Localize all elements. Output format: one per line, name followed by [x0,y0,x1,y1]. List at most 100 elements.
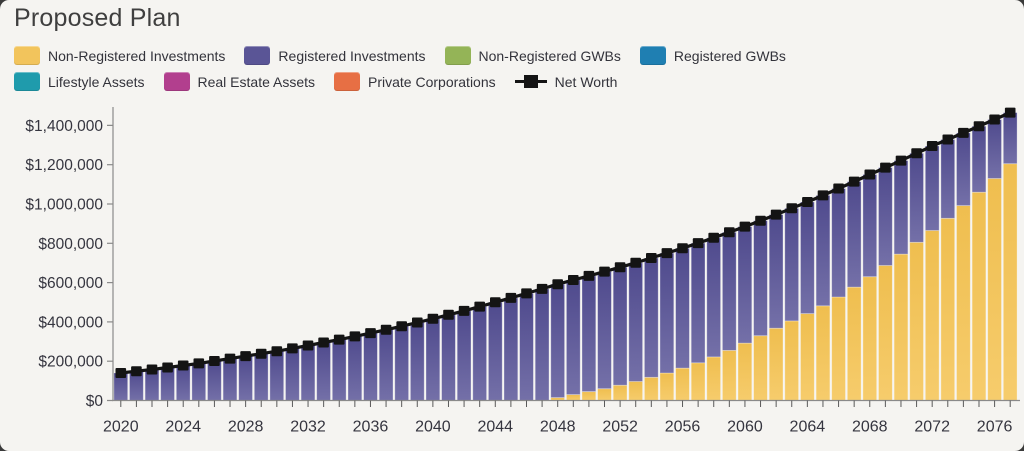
bar-segment-non-registered-investments-2069[interactable] [878,265,893,401]
net-worth-marker-2061[interactable] [755,215,766,226]
bar-segment-non-registered-investments-2063[interactable] [784,320,799,401]
bar-segment-non-registered-investments-2059[interactable] [722,349,737,401]
bar-segment-registered-investments-2064[interactable] [800,201,815,314]
bar-segment-registered-investments-2027[interactable] [222,358,238,401]
net-worth-marker-2049[interactable] [568,275,579,285]
bar-segment-non-registered-investments-2074[interactable] [956,205,971,401]
bar-segment-registered-investments-2072[interactable] [924,145,940,231]
net-worth-marker-2040[interactable] [427,313,439,324]
net-worth-marker-2059[interactable] [724,227,735,238]
bar-segment-registered-investments-2040[interactable] [425,318,441,401]
net-worth-marker-2070[interactable] [895,155,907,166]
net-worth-marker-2027[interactable] [224,353,236,364]
bar-segment-registered-investments-2063[interactable] [784,207,799,322]
bar-segment-registered-investments-2074[interactable] [956,132,971,206]
net-worth-marker-2065[interactable] [817,190,829,201]
bar-segment-registered-investments-2059[interactable] [722,231,737,351]
bar-segment-registered-investments-2075[interactable] [971,125,987,193]
net-worth-marker-2052[interactable] [614,262,626,273]
bar-segment-non-registered-investments-2061[interactable] [753,335,768,401]
bar-segment-registered-investments-2067[interactable] [846,181,862,288]
net-worth-marker-2038[interactable] [396,321,407,332]
bar-segment-registered-investments-2032[interactable] [300,345,316,401]
bar-segment-registered-investments-2044[interactable] [487,301,503,401]
net-worth-marker-2042[interactable] [458,305,470,316]
net-worth-marker-2047[interactable] [536,283,548,294]
bar-segment-registered-investments-2069[interactable] [878,167,893,266]
bar-segment-registered-investments-2029[interactable] [253,353,269,401]
net-worth-marker-2021[interactable] [131,366,142,377]
bar-segment-non-registered-investments-2076[interactable] [987,178,1002,401]
bar-segment-non-registered-investments-2066[interactable] [831,296,846,401]
bar-segment-registered-investments-2043[interactable] [472,306,487,401]
net-worth-marker-2041[interactable] [443,309,454,320]
net-worth-marker-2074[interactable] [958,127,969,138]
legend-item-lifestyle-assets[interactable]: Lifestyle Assets [14,72,145,91]
bar-segment-non-registered-investments-2055[interactable] [659,372,675,401]
bar-segment-registered-investments-2057[interactable] [690,242,706,364]
bar-segment-non-registered-investments-2056[interactable] [675,367,690,401]
bar-segment-registered-investments-2077[interactable] [1002,112,1018,165]
bar-segment-non-registered-investments-2051[interactable] [597,388,612,401]
net-worth-marker-2022[interactable] [146,364,158,375]
net-worth-marker-2071[interactable] [911,148,922,159]
net-worth-marker-2058[interactable] [708,232,719,243]
bar-segment-registered-investments-2025[interactable] [191,362,207,401]
net-worth-marker-2020[interactable] [115,368,127,378]
bar-segment-non-registered-investments-2050[interactable] [581,391,597,401]
bar-segment-registered-investments-2071[interactable] [909,152,924,243]
net-worth-marker-2036[interactable] [365,328,376,339]
bar-segment-registered-investments-2070[interactable] [893,160,909,255]
bar-segment-non-registered-investments-2071[interactable] [909,241,924,401]
bar-segment-registered-investments-2033[interactable] [316,342,331,401]
bar-segment-registered-investments-2038[interactable] [394,325,409,401]
net-worth-marker-2072[interactable] [926,141,938,151]
bar-segment-registered-investments-2065[interactable] [815,194,831,307]
net-worth-marker-2039[interactable] [412,317,423,328]
net-worth-marker-2064[interactable] [802,197,813,207]
bar-segment-registered-investments-2066[interactable] [831,188,846,298]
bar-segment-non-registered-investments-2054[interactable] [644,376,659,401]
bar-segment-registered-investments-2028[interactable] [238,355,253,401]
bar-segment-registered-investments-2042[interactable] [456,310,472,401]
net-worth-marker-2057[interactable] [692,238,704,249]
net-worth-marker-2031[interactable] [287,343,298,354]
net-worth-marker-2043[interactable] [474,301,485,312]
bar-segment-registered-investments-2076[interactable] [987,119,1002,179]
bar-segment-non-registered-investments-2053[interactable] [628,380,643,401]
bar-segment-registered-investments-2073[interactable] [940,139,956,219]
bar-segment-registered-investments-2048[interactable] [550,283,565,399]
net-worth-marker-2024[interactable] [177,360,189,371]
bar-segment-non-registered-investments-2057[interactable] [690,362,706,401]
bar-segment-registered-investments-2047[interactable] [534,288,550,401]
net-worth-marker-2032[interactable] [302,340,314,351]
net-worth-marker-2073[interactable] [942,134,954,145]
bar-segment-non-registered-investments-2068[interactable] [862,276,878,401]
bar-segment-registered-investments-2034[interactable] [331,339,347,401]
bar-segment-registered-investments-2046[interactable] [519,292,534,401]
bar-segment-non-registered-investments-2062[interactable] [768,327,784,401]
net-worth-marker-2068[interactable] [864,169,876,180]
net-worth-marker-2035[interactable] [349,331,361,342]
net-worth-marker-2023[interactable] [162,362,173,373]
bar-segment-registered-investments-2056[interactable] [675,247,690,369]
net-worth-marker-2048[interactable] [552,279,563,290]
bar-segment-non-registered-investments-2075[interactable] [971,191,987,401]
bar-segment-registered-investments-2052[interactable] [612,266,628,386]
bar-segment-registered-investments-2041[interactable] [441,314,456,401]
net-worth-marker-2026[interactable] [209,356,220,366]
net-worth-marker-2063[interactable] [786,203,798,214]
net-worth-marker-2028[interactable] [240,351,251,362]
bar-segment-registered-investments-2036[interactable] [363,332,378,401]
legend-item-private-corporations[interactable]: Private Corporations [334,72,496,91]
bar-segment-non-registered-investments-2049[interactable] [566,394,581,401]
bar-segment-registered-investments-2030[interactable] [269,350,285,401]
bar-segment-non-registered-investments-2052[interactable] [612,384,628,401]
net-worth-marker-2046[interactable] [521,288,532,299]
bar-segment-registered-investments-2037[interactable] [378,329,394,401]
legend-item-real-estate-assets[interactable]: Real Estate Assets [163,72,315,91]
legend-item-registered-investments[interactable]: Registered Investments [244,46,426,65]
bar-segment-non-registered-investments-2073[interactable] [940,217,956,401]
bar-segment-registered-investments-2068[interactable] [862,174,878,278]
legend-item-registered-gwbs[interactable]: Registered GWBs [639,46,786,65]
